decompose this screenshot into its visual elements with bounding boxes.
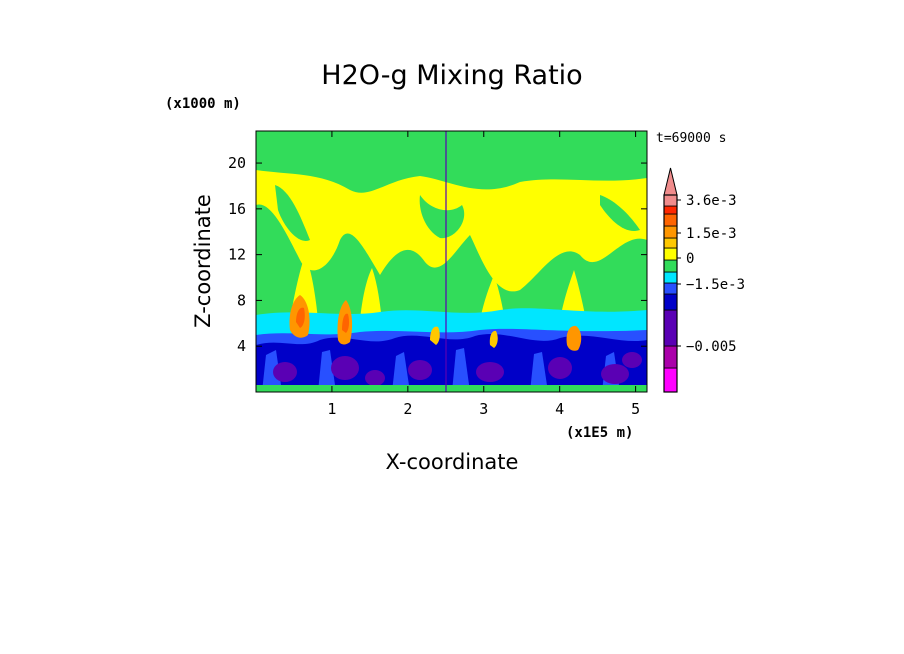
- x-tick-label: 1: [327, 400, 336, 418]
- time-label: t=69000 s: [656, 131, 726, 146]
- colorbar-level: [663, 345, 678, 369]
- colorbar-arrow: [663, 167, 678, 196]
- colorbar-level: [663, 309, 678, 347]
- plot-frame: [255, 130, 648, 393]
- colorbar-level: [663, 247, 678, 261]
- y-tick-label: 20: [228, 154, 246, 172]
- colorbar-level: [663, 293, 678, 311]
- y-tick-label: 4: [237, 337, 246, 355]
- x-tick-label: 2: [403, 400, 412, 418]
- colorbar-level: [663, 237, 678, 249]
- x-tick-label: 5: [631, 400, 640, 418]
- x-unit-label: (x1E5 m): [566, 425, 633, 441]
- colorbar-label: −1.5e-3: [686, 277, 745, 293]
- chart-title: H2O-g Mixing Ratio: [321, 60, 582, 91]
- x-axis-label: X-coordinate: [386, 450, 519, 474]
- x-tick-label: 3: [479, 400, 488, 418]
- x-tick-label: 4: [555, 400, 564, 418]
- y-tick-label: 8: [237, 291, 246, 309]
- contour-field: [256, 131, 647, 392]
- y-tick-label: 16: [228, 200, 246, 218]
- colorbar-label: 1.5e-3: [686, 226, 737, 242]
- y-unit-label: (x1000 m): [165, 96, 241, 112]
- colorbar-label: 0: [686, 251, 694, 267]
- colorbar-level: [663, 259, 678, 273]
- y-tick-label: 12: [228, 246, 246, 264]
- colorbar-frame: [663, 194, 678, 393]
- y-axis-label: Z-coordinate: [191, 194, 215, 328]
- colorbar-level: [663, 282, 678, 295]
- colorbar-label: 3.6e-3: [686, 193, 737, 209]
- colorbar-level: [663, 205, 678, 215]
- colorbar: 3.6e-3 1.5e-3 0 −1.5e-3 −0.005: [663, 167, 745, 393]
- colorbar-level: [663, 271, 678, 284]
- colorbar-level: [663, 213, 678, 227]
- colorbar-level: [663, 225, 678, 239]
- colorbar-level: [663, 194, 678, 207]
- colorbar-level: [663, 367, 678, 393]
- colorbar-label: −0.005: [686, 339, 737, 355]
